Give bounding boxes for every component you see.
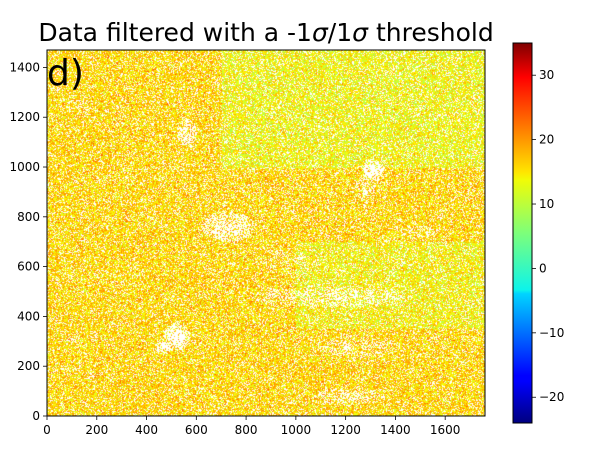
colorbar-tick-label: 10	[539, 197, 554, 211]
colorbar-gradient	[513, 43, 532, 423]
x-axis: 0 200 400 600 800 1000 1200 1400 1600	[43, 416, 460, 437]
colorbar-tick-label: 0	[539, 261, 547, 275]
y-tick-label: 1400	[9, 60, 40, 74]
y-tick-label: 200	[17, 359, 40, 373]
x-tick-label: 1200	[330, 423, 361, 437]
panel-label: d)	[47, 53, 84, 94]
y-axis: 0 200 400 600 800 1000 1200 1400	[9, 60, 47, 423]
x-tick-label: 400	[135, 423, 158, 437]
x-tick-label: 200	[85, 423, 108, 437]
x-tick-label: 800	[235, 423, 258, 437]
heatmap-image	[47, 50, 485, 416]
x-tick-label: 1400	[380, 423, 411, 437]
chart-title: Data filtered with a -1σ/1σ threshold	[38, 18, 493, 47]
y-tick-label: 800	[17, 210, 40, 224]
plot-area: d)	[46, 49, 486, 417]
x-tick-label: 0	[43, 423, 51, 437]
plot-frame	[46, 49, 486, 417]
colorbar-frame	[512, 42, 533, 424]
y-tick-label: 0	[32, 409, 40, 423]
x-tick-label: 1000	[281, 423, 312, 437]
y-tick-label: 1200	[9, 110, 40, 124]
heatmap-pixels	[47, 50, 485, 416]
colorbar-tick-label: 20	[539, 133, 554, 147]
colorbar-tick-label: −10	[539, 326, 564, 340]
y-tick-label: 600	[17, 260, 40, 274]
colorbar-tick-label: −20	[539, 390, 564, 404]
y-tick-label: 400	[17, 309, 40, 323]
colorbar: −20 −10 0 10 20 30	[512, 42, 564, 424]
y-tick-label: 1000	[9, 160, 40, 174]
x-tick-label: 1600	[430, 423, 461, 437]
colorbar-ticks: −20 −10 0 10 20 30	[532, 68, 564, 404]
x-tick-label: 600	[185, 423, 208, 437]
colorbar-tick-label: 30	[539, 68, 554, 82]
